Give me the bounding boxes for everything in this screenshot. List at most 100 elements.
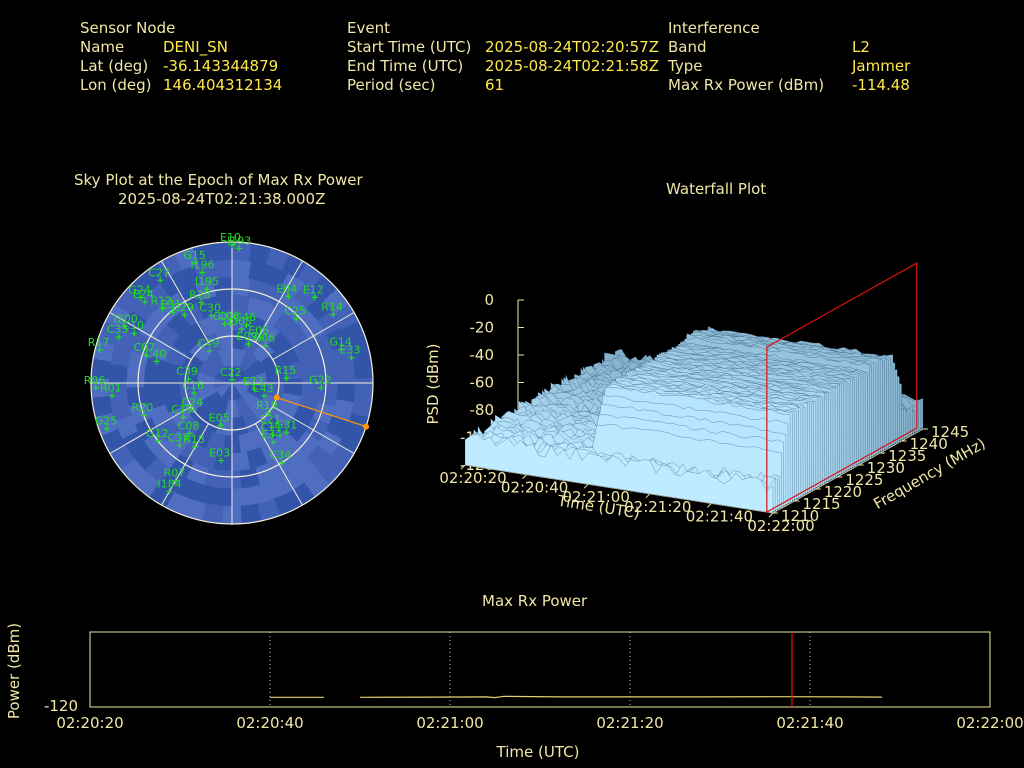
sky-texture-cell (300, 317, 326, 342)
satellite-R01: R01 (100, 382, 122, 399)
waterfall-slice (464, 433, 774, 514)
x-tick-label: 02:21:20 (596, 714, 663, 732)
sky-texture-cell (326, 415, 350, 440)
satellite-label: E24 (133, 288, 154, 301)
satellite-marker (236, 245, 243, 252)
sky-texture-cell (196, 384, 217, 401)
power-trace-segment-1 (359, 695, 883, 699)
satellite-label: E21 (260, 413, 281, 426)
freq-tick-label: 1240 (910, 435, 948, 453)
sky-texture-cell (232, 330, 249, 350)
time-tick-label: 02:21:00 (563, 488, 630, 506)
sky-texture-cell (212, 259, 232, 279)
sky-texture-cell (323, 288, 349, 315)
waterfall-area: 0-20-40-60-80-100-120PSD (dBm)02:20:2002… (424, 262, 989, 535)
sky-texture-cell (221, 365, 232, 383)
satellite-marker (109, 392, 116, 399)
satellite-C08: C08 (178, 419, 199, 437)
satellite-C35: C35 (107, 323, 129, 341)
sky-texture-cell (245, 314, 266, 337)
sky-texture-cell (126, 386, 147, 407)
satellite-E24: E24 (133, 288, 154, 305)
sky-plot-epoch: 2025-08-24T02:21:38.000Z (118, 190, 326, 208)
satellite-marker (131, 330, 138, 337)
sensor-name-value: DENI_SN (163, 38, 228, 56)
sensor-node-heading: Sensor Node (80, 19, 176, 37)
satellite-marker (154, 437, 161, 444)
satellite-label: E12 (303, 283, 324, 296)
freq-tick-label: 1220 (824, 483, 862, 501)
satellite-label: E03 (209, 447, 230, 460)
satellite-label: C24 (181, 396, 203, 409)
satellite-marker (348, 354, 355, 361)
satellite-marker (218, 457, 225, 464)
satellite-marker (311, 294, 318, 301)
azimuth-spoke-120 (272, 406, 355, 454)
interference-type-label: Type (668, 57, 703, 75)
satellite-label: G22 (309, 374, 332, 387)
satellite-label: R06 (84, 374, 106, 387)
sky-texture-cell (353, 358, 373, 379)
satellite-marker (115, 334, 122, 341)
satellite-R06: R06 (84, 374, 106, 391)
interference-start-dot (273, 394, 280, 401)
sky-texture-cell (268, 331, 292, 355)
satellite-marker (208, 312, 215, 319)
sky-texture-cell (211, 397, 229, 418)
time-tick-mark (460, 464, 466, 470)
sensor-lon-label: Lon (deg) (80, 76, 152, 94)
sky-texture-cell (206, 432, 226, 453)
sky-texture-cell (221, 383, 232, 401)
satellite-label: C06 (254, 332, 276, 345)
sky-texture-cell (338, 429, 363, 454)
time-tick-label: 02:21:20 (624, 498, 691, 516)
satellite-label: C49 (198, 337, 220, 350)
sensor-lon-value: 146.404312134 (163, 76, 283, 94)
freq-tick-label: 1210 (781, 507, 819, 525)
azimuth-spoke-150 (255, 423, 303, 506)
sky-texture-cell (239, 350, 259, 372)
satellite-marker (318, 384, 325, 391)
z-tick-label: 0 (484, 291, 494, 309)
sky-texture-cell (317, 310, 342, 335)
interference-end-dot (363, 423, 370, 430)
sky-texture-cell (109, 444, 135, 470)
satellite-marker (181, 311, 188, 318)
satellite-marker (206, 347, 213, 354)
satellite-label: R07 (164, 467, 186, 480)
satellite-C39: C39 (176, 365, 198, 383)
sky-texture-cell (232, 294, 251, 315)
sky-texture-cell (252, 403, 275, 426)
satellite-E10: E10 (220, 231, 241, 249)
satellite-G15: G15 (183, 249, 206, 267)
sky-texture-cell (144, 390, 165, 411)
satellite-label: R28 (189, 289, 211, 302)
sky-texture-cell (91, 358, 111, 379)
sky-texture-cell (215, 368, 232, 383)
sky-texture-cell (306, 295, 332, 321)
satellite-R19: R19 (256, 399, 278, 417)
satellite-label: C06 (218, 310, 240, 323)
sky-texture-cell (336, 363, 356, 383)
x-tick-label: 02:21:40 (776, 714, 843, 732)
satellite-marker (96, 347, 103, 354)
satellite-marker (226, 320, 233, 327)
satellite-E09: E09 (237, 330, 257, 348)
satellite-label: E34 (261, 428, 282, 441)
sky-texture-cell (213, 294, 232, 315)
satellite-marker (192, 260, 199, 267)
max-power-area: 02:20:20 02:20:40 02:21:00 02:21:20 02:21:40… (5, 623, 1024, 761)
satellite-marker (186, 430, 193, 437)
satellite-marker (229, 242, 235, 249)
satellite-marker (243, 322, 250, 329)
sensor-lat-label: Lat (deg) (80, 57, 149, 75)
max-power-frame (89, 631, 991, 708)
satellite-label: E05 (209, 411, 230, 424)
satellite-marker (191, 390, 198, 397)
sky-texture-cell (280, 468, 305, 493)
sky-texture-cell (164, 345, 188, 367)
satellite-label: C35 (107, 323, 129, 336)
x-axis-label: Time (UTC) (496, 743, 580, 761)
